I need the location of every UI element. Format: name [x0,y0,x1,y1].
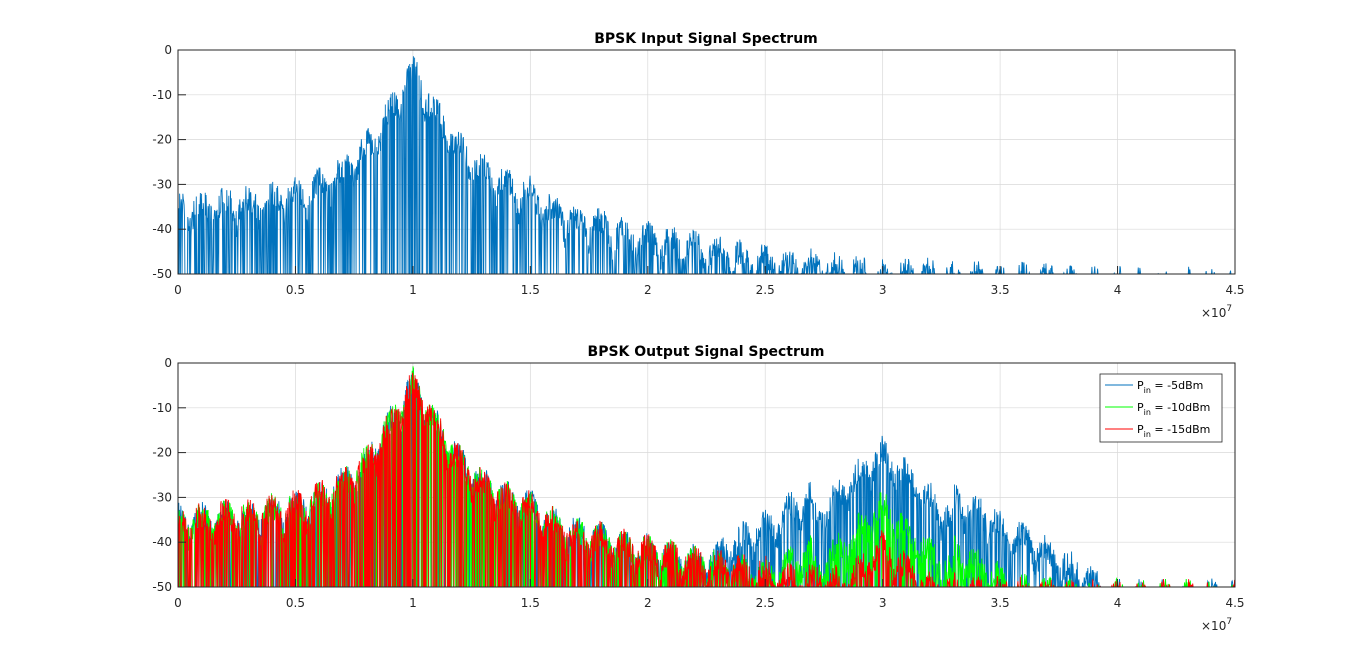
input-y-tick-label: 0 [164,43,172,57]
input-y-tick-label: -40 [152,222,172,236]
output-axes-box [177,362,1236,588]
output-spectrum-axes: 0 0.5 1 1.5 2 2.5 3 3.5 4 4.5 0 -10 -20 -30 -40 -50 BP… [152,344,1244,633]
legend-label-series-2: Pin = -10dBm [1137,401,1210,417]
input-y-tick-label: -30 [152,177,172,191]
output-y-ticks: 0 -10 -20 -30 -40 -50 [152,356,186,594]
legend-label-series-3-main: P [1137,423,1144,436]
input-series-layer [178,56,1235,274]
output-x-tick-label: 4.5 [1225,596,1244,610]
input-y-tick-label: -10 [152,88,172,102]
input-x-exponent: ×107 [1201,304,1232,320]
legend-label-series-3: Pin = -15dBm [1137,423,1210,439]
legend-label-series-1-main: P [1137,379,1144,392]
output-x-exponent-power: 7 [1226,617,1232,627]
output-x-tick-label: 0.5 [286,596,305,610]
input-spectrum-axes: 0 0.5 1 1.5 2 2.5 3 3.5 4 4.5 0 -10 -20 -30 -40 -50 BP… [152,31,1244,320]
input-x-tick-label: 3.5 [991,283,1010,297]
output-x-exponent-base: ×10 [1201,619,1226,633]
input-x-tick-label: 0 [174,283,182,297]
input-x-tick-label: 0.5 [286,283,305,297]
output-y-tick-label: -50 [152,580,172,594]
input-chart-title: BPSK Input Signal Spectrum [594,31,818,47]
output-series-line-3 [178,372,1235,587]
legend-label-series-2-rest: = -10dBm [1151,401,1210,414]
output-x-exponent: ×107 [1201,617,1232,633]
output-x-ticks: 0 0.5 1 1.5 2 2.5 3 3.5 4 4.5 [174,579,1245,610]
input-x-tick-label: 2 [644,283,652,297]
input-x-exponent-base: ×10 [1201,306,1226,320]
output-y-tick-label: -10 [152,401,172,415]
output-x-tick-label: 4 [1114,596,1122,610]
input-series-line [178,56,1235,274]
output-y-tick-label: -30 [152,490,172,504]
output-chart-title: BPSK Output Signal Spectrum [588,344,825,360]
legend-label-series-2-main: P [1137,401,1144,414]
output-x-tick-label: 3 [879,596,887,610]
input-y-ticks: 0 -10 -20 -30 -40 -50 [152,43,186,281]
legend-label-series-1-sub: in [1144,386,1151,395]
legend-label-series-1: Pin = -5dBm [1137,379,1203,395]
output-x-tick-label: 3.5 [991,596,1010,610]
output-legend: Pin = -5dBm Pin = -10dBm Pin = -15dBm [1099,373,1223,443]
output-y-tick-label: -40 [152,535,172,549]
output-x-tick-label: 0 [174,596,182,610]
input-x-exponent-power: 7 [1226,304,1232,314]
input-x-tick-label: 1.5 [521,283,540,297]
input-axes-box [177,49,1236,275]
input-x-tick-label: 2.5 [756,283,775,297]
input-x-ticks: 0 0.5 1 1.5 2 2.5 3 3.5 4 4.5 [174,266,1245,297]
legend-label-series-3-rest: = -15dBm [1151,423,1210,436]
output-y-tick-label: 0 [164,356,172,370]
input-x-tick-label: 4.5 [1225,283,1244,297]
input-x-tick-label: 4 [1114,283,1122,297]
legend-label-series-2-sub: in [1144,408,1151,417]
output-series-layer [178,366,1235,587]
output-x-tick-label: 1 [409,596,417,610]
input-x-tick-label: 3 [879,283,887,297]
legend-label-series-3-sub: in [1144,430,1151,439]
input-y-tick-label: -20 [152,133,172,147]
input-y-tick-label: -50 [152,267,172,281]
input-x-tick-label: 1 [409,283,417,297]
legend-label-series-1-rest: = -5dBm [1151,379,1203,392]
output-x-tick-label: 2.5 [756,596,775,610]
output-y-tick-label: -20 [152,446,172,460]
output-x-tick-label: 2 [644,596,652,610]
output-x-tick-label: 1.5 [521,596,540,610]
